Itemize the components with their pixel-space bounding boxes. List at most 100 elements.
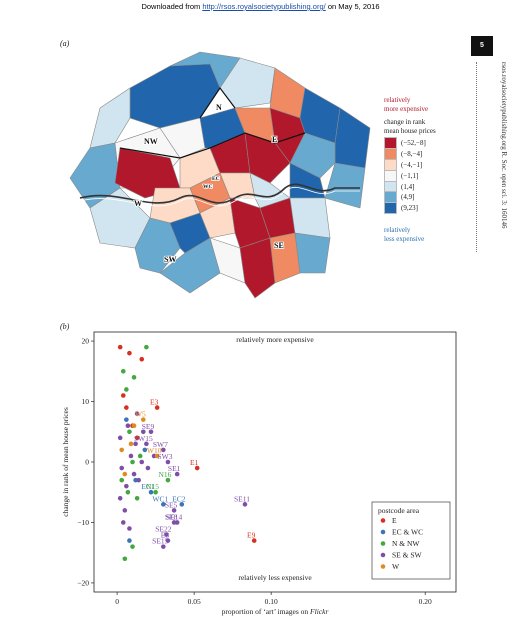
data-point xyxy=(148,489,154,495)
data-point xyxy=(140,429,146,435)
data-point xyxy=(140,417,146,422)
point-label: WC1 xyxy=(152,494,168,503)
legend-bin: (4,9] xyxy=(384,191,484,204)
postcode-area-boundary xyxy=(199,86,236,119)
point-label: E9 xyxy=(247,531,256,540)
river-thames xyxy=(79,186,360,207)
legend-top-note-1: relatively xyxy=(384,96,411,104)
annotation-bottom: relatively less expensive xyxy=(238,573,312,582)
legend-title-2: mean house prices xyxy=(384,126,436,135)
legend-bin: (9,23] xyxy=(384,202,484,215)
map-district xyxy=(89,87,131,149)
point-label: N16 xyxy=(158,470,171,479)
y-tick-label: −20 xyxy=(77,578,89,587)
y-axis-label: change in rank of mean house prices xyxy=(61,407,70,517)
legend-bottom-note-1: relatively xyxy=(384,225,411,234)
legend-bin-label: (−52,−8] xyxy=(401,139,426,148)
y-tick-label: 10 xyxy=(82,397,90,406)
point-label: SE9 xyxy=(142,422,155,431)
data-point xyxy=(251,538,257,543)
data-point xyxy=(131,375,137,380)
chart-legend-label: W xyxy=(392,562,400,571)
data-point xyxy=(145,465,151,471)
point-label: SW3 xyxy=(157,452,172,461)
map-district xyxy=(219,57,276,109)
data-point xyxy=(137,453,143,459)
legend-bin: (−1,1] xyxy=(384,169,484,182)
data-point xyxy=(122,471,128,477)
data-point xyxy=(139,459,145,465)
data-point xyxy=(194,465,200,471)
london-choropleth-map: N NW E EC WC W SW SE xyxy=(69,51,371,299)
data-point xyxy=(133,441,138,447)
chart-legend-label: E xyxy=(392,516,397,525)
map-label-nw: NW xyxy=(144,137,158,146)
postcode-area-boundary xyxy=(119,132,306,159)
data-point xyxy=(120,520,126,525)
data-point xyxy=(117,495,123,501)
data-point xyxy=(130,459,135,465)
data-point xyxy=(120,369,126,374)
annotation-top: relatively more expensive xyxy=(236,335,314,344)
data-point xyxy=(127,538,132,543)
data-point xyxy=(128,441,134,447)
point-label: E1 xyxy=(190,458,199,467)
data-point xyxy=(134,411,140,416)
x-tick-label: 0.05 xyxy=(188,597,201,606)
chart-legend-marker xyxy=(380,541,386,546)
point-label: E3 xyxy=(150,398,159,407)
data-point xyxy=(171,520,177,525)
chart-legend-marker xyxy=(380,518,386,523)
map-district xyxy=(324,162,366,209)
data-point xyxy=(165,477,171,483)
x-tick-label: 0.10 xyxy=(265,597,278,606)
data-point xyxy=(127,350,132,356)
data-point xyxy=(124,417,129,422)
panel-a-label: (a) xyxy=(60,39,70,48)
map-district xyxy=(334,107,371,169)
point-label: EC2 xyxy=(172,494,186,503)
legend-bin: (−52,−8] xyxy=(384,137,484,150)
data-point xyxy=(148,429,154,435)
data-point xyxy=(153,489,158,495)
legend-swatch xyxy=(384,202,397,215)
data-point xyxy=(124,483,129,489)
legend-bin-label: (−8,−4] xyxy=(401,150,423,159)
data-point xyxy=(119,447,125,453)
data-point xyxy=(165,459,171,465)
download-suffix: on May 5, 2016 xyxy=(325,2,380,11)
map-district xyxy=(294,232,331,274)
scatter-chart: relatively more expensive relatively les… xyxy=(61,331,457,616)
data-point xyxy=(124,405,129,410)
legend-bin: (−8,−4] xyxy=(384,148,484,161)
running-head: rsos.royalsocietypublishing.org R. Soc. … xyxy=(500,62,508,229)
chart-legend-marker xyxy=(380,529,386,535)
data-point xyxy=(119,465,125,471)
data-point xyxy=(179,502,185,507)
x-tick-label: 0 xyxy=(115,597,119,606)
data-point xyxy=(136,477,141,483)
legend-top-note-2: more expensive xyxy=(384,105,429,113)
point-label: SE5 xyxy=(165,500,178,509)
x-axis-label-italic: Flickr xyxy=(309,607,328,616)
point-label: SE14 xyxy=(166,512,183,521)
panel-b-label: (b) xyxy=(60,322,70,331)
chart-legend-label: N & NW xyxy=(392,539,420,548)
data-point xyxy=(120,393,126,398)
point-label: E8 xyxy=(161,531,170,540)
download-link[interactable]: http://rsos.royalsocietypublishing.org/ xyxy=(202,2,326,11)
download-prefix: Downloaded from xyxy=(141,2,203,11)
chart-legend-marker xyxy=(380,552,386,558)
data-point xyxy=(161,502,166,507)
legend-bin-label: (1,4] xyxy=(401,182,415,191)
y-tick-label: −10 xyxy=(77,518,89,527)
data-point xyxy=(119,477,125,483)
x-axis-label: proportion of ‘art’ images on Flickr xyxy=(222,607,329,616)
download-notice: Downloaded from http://rsos.royalsociety… xyxy=(0,2,521,11)
map-district xyxy=(289,132,336,179)
data-point xyxy=(130,544,135,549)
map-label-sw: SW xyxy=(164,255,176,264)
y-tick-label: 20 xyxy=(82,337,90,346)
data-point xyxy=(122,508,128,513)
map-label-e: E xyxy=(272,135,277,144)
